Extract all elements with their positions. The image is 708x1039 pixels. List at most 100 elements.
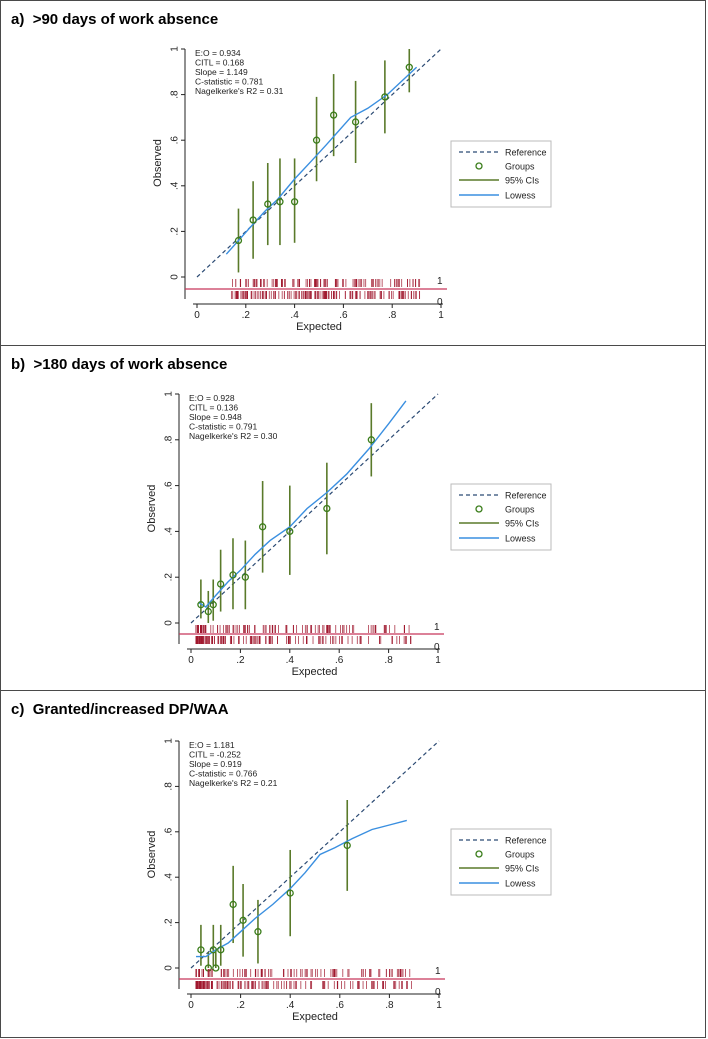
- group-point: [276, 198, 284, 206]
- x-tick-label: .6: [336, 1000, 345, 1011]
- lowess-line: [196, 819, 407, 958]
- group-point: [241, 573, 249, 581]
- lowess-line: [225, 66, 418, 255]
- stats-line: Nagelkerke's R2 = 0.21: [189, 778, 278, 788]
- legend-label: Reference: [505, 491, 547, 501]
- y-tick-label: 0: [164, 620, 175, 626]
- x-tick-label: .6: [339, 310, 348, 321]
- y-tick-label: .2: [164, 573, 175, 582]
- panel-c-title-text: Granted/increased DP/WAA: [32, 701, 229, 718]
- legend-label: 95% CIs: [505, 864, 540, 874]
- rug-label-0: 0: [435, 987, 441, 998]
- group-point: [286, 889, 294, 897]
- x-tick-label: .2: [242, 310, 251, 321]
- group-point: [254, 928, 262, 936]
- rug-label-1: 1: [437, 276, 443, 287]
- x-tick-label: 0: [194, 310, 200, 321]
- panel-c-label: c): [11, 701, 25, 718]
- x-tick-label: 0: [188, 655, 194, 666]
- panel-a-label: a): [11, 11, 25, 28]
- y-tick-label: 1: [164, 391, 175, 397]
- group-point: [197, 601, 205, 609]
- rug-label-1: 1: [434, 622, 440, 633]
- y-tick-label: .2: [170, 227, 181, 236]
- legend-groups-swatch: [475, 850, 483, 858]
- y-tick-label: 0: [170, 274, 181, 280]
- group-point: [258, 523, 267, 531]
- legend-label: Groups: [505, 850, 535, 860]
- group-point: [239, 916, 247, 924]
- legend-label: 95% CIs: [505, 519, 540, 529]
- group-point: [216, 580, 225, 588]
- y-tick-label: .8: [170, 90, 181, 99]
- group-point: [367, 436, 375, 444]
- x-tick-label: .8: [384, 655, 393, 666]
- stats-line: C-statistic = 0.766: [189, 769, 258, 779]
- panel-c-title: c) Granted/increased DP/WAA: [11, 701, 229, 718]
- panel-b-title: b) >180 days of work absence: [11, 356, 227, 373]
- group-point: [290, 198, 299, 206]
- group-point: [209, 946, 217, 954]
- group-point: [343, 841, 351, 850]
- stats-line: E:O = 0.934: [195, 48, 241, 58]
- x-tick-label: 1: [436, 1000, 442, 1011]
- stats-line: Slope = 1.149: [195, 67, 248, 77]
- y-tick-label: 0: [164, 965, 175, 971]
- y-tick-label: .6: [164, 481, 175, 490]
- reference-line: [190, 393, 439, 624]
- chart-b: 0 .2 .4 .6 .8 1 0 .2 .4 .6 .8 1 Observed Expected 1 0 E:…: [146, 391, 552, 678]
- legend-label: Lowess: [505, 879, 536, 889]
- y-tick-label: .4: [164, 527, 175, 536]
- group-point: [381, 93, 389, 101]
- group-point: [197, 946, 205, 954]
- legend-label: Groups: [505, 505, 535, 515]
- panel-a-title: a) >90 days of work absence: [11, 11, 218, 28]
- chart-c: 0 .2 .4 .6 .8 1 0 .2 .4 .6 .8 1 Observed Expected 1 0 E:…: [146, 738, 552, 1023]
- group-point: [229, 571, 237, 579]
- stats-line: CITL = -0.252: [189, 750, 241, 760]
- group-point: [204, 607, 212, 616]
- stats-line: Slope = 0.948: [189, 412, 242, 422]
- legend-label: Lowess: [505, 534, 536, 544]
- panel-c: c) Granted/increased DP/WAA 0 .2 .4 .6 .8 1 0.…: [0, 690, 706, 1038]
- group-point: [323, 504, 331, 513]
- legend-label: Reference: [505, 148, 547, 158]
- stats-line: Nagelkerke's R2 = 0.30: [189, 431, 278, 441]
- x-tick-label: .4: [286, 1000, 295, 1011]
- legend-label: Lowess: [505, 191, 536, 201]
- group-point: [249, 216, 257, 224]
- rug-label-0: 0: [437, 297, 443, 308]
- stats-line: Nagelkerke's R2 = 0.31: [195, 86, 284, 96]
- group-point: [212, 964, 220, 972]
- x-tick-label: .6: [335, 655, 344, 666]
- y-tick-label: .6: [170, 136, 181, 145]
- x-tick-label: .4: [290, 310, 299, 321]
- x-tick-label: .2: [236, 655, 245, 666]
- legend-label: Groups: [505, 162, 535, 172]
- rug-label-0: 0: [434, 642, 440, 653]
- lowess-line: [198, 400, 407, 608]
- group-point: [229, 900, 237, 909]
- y-tick-label: 1: [164, 738, 175, 744]
- x-axis-title: Expected: [292, 1011, 338, 1023]
- y-tick-label: .4: [170, 181, 181, 190]
- group-point: [405, 63, 413, 71]
- stats-line: C-statistic = 0.781: [195, 77, 264, 87]
- group-point: [234, 236, 243, 245]
- panel-a: a) >90 days of work absence 0 .2 .4 .6 .8 1 0.…: [0, 0, 706, 346]
- y-tick-label: 1: [170, 46, 181, 52]
- y-axis-title: Observed: [152, 139, 164, 187]
- group-point: [351, 118, 360, 126]
- group-point: [329, 111, 338, 119]
- y-tick-label: .2: [164, 918, 175, 927]
- group-point: [312, 136, 321, 144]
- x-tick-label: .8: [388, 310, 397, 321]
- y-tick-label: .6: [164, 827, 175, 836]
- x-tick-label: 1: [438, 310, 444, 321]
- legend-groups-swatch: [475, 505, 483, 513]
- stats-line: E:O = 0.928: [189, 393, 235, 403]
- y-tick-label: .4: [164, 873, 175, 882]
- legend-groups-swatch: [475, 162, 483, 170]
- chart-a: 0 .2 .4 .6 .8 1 0 .2 .4 .6 .8 1 Observed Expected 1 0 E:…: [152, 46, 552, 333]
- panel-b-title-text: >180 days of work absence: [33, 356, 228, 373]
